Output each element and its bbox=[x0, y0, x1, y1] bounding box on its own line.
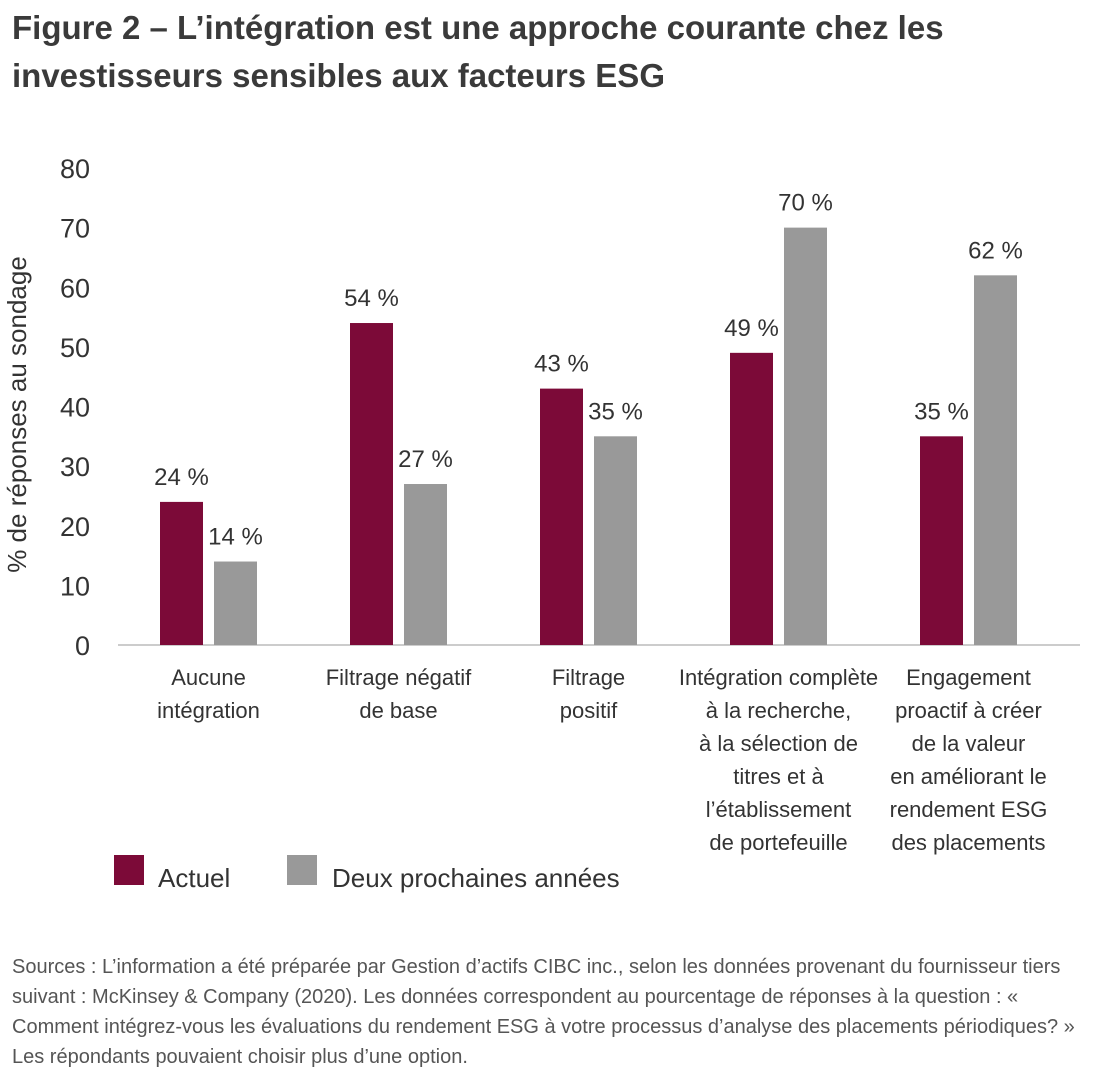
sources-note: Sources : L’information a été préparée p… bbox=[12, 956, 1075, 1068]
y-tick-label: 60 bbox=[60, 273, 90, 303]
bar-actuel bbox=[730, 352, 773, 645]
data-label: 14 % bbox=[208, 524, 263, 551]
bar-deux-prochaines-annees bbox=[214, 561, 257, 645]
data-label: 35 % bbox=[588, 398, 643, 425]
y-tick-label: 80 bbox=[60, 154, 90, 184]
legend-label: Deux prochaines années bbox=[332, 863, 620, 893]
legend-swatch bbox=[287, 855, 317, 885]
bar-deux-prochaines-annees bbox=[594, 436, 637, 645]
y-tick-label: 30 bbox=[60, 452, 90, 482]
data-label: 27 % bbox=[398, 446, 453, 473]
x-category-label: des placements bbox=[891, 830, 1045, 855]
data-label: 35 % bbox=[914, 398, 969, 425]
x-category-label: Filtrage négatif bbox=[326, 665, 472, 690]
x-category-label: intégration bbox=[157, 698, 260, 723]
x-category-label: en améliorant le bbox=[890, 764, 1047, 789]
data-label: 43 % bbox=[534, 351, 589, 378]
x-category-label: rendement ESG bbox=[890, 797, 1048, 822]
data-label: 62 % bbox=[968, 237, 1023, 264]
y-tick-label: 70 bbox=[60, 214, 90, 244]
bar-deux-prochaines-annees bbox=[974, 275, 1017, 645]
x-category-label: de la valeur bbox=[912, 731, 1026, 756]
x-category-label: proactif à créer bbox=[895, 698, 1042, 723]
x-category-label: à la sélection de bbox=[699, 731, 858, 756]
x-category-label: titres et à bbox=[733, 764, 824, 789]
y-tick-label: 50 bbox=[60, 333, 90, 363]
chart-title: Figure 2 – L’intégration est une approch… bbox=[12, 9, 944, 94]
x-category-label: Filtrage bbox=[552, 665, 625, 690]
bar-chart: 0 10 20 30 40 50 60 70 80 % de réponses au sondag… bbox=[2, 154, 1080, 893]
y-tick-label: 0 bbox=[75, 631, 90, 661]
bar-actuel bbox=[350, 323, 393, 645]
bar-actuel bbox=[920, 436, 963, 645]
y-axis-label: % de réponses au sondage bbox=[2, 256, 32, 573]
y-tick-label: 10 bbox=[60, 571, 90, 601]
x-category-label: à la recherche, bbox=[706, 698, 852, 723]
bar-deux-prochaines-annees bbox=[784, 227, 827, 645]
bar-actuel bbox=[160, 501, 203, 645]
x-category-label: de base bbox=[359, 698, 437, 723]
y-tick-label: 20 bbox=[60, 512, 90, 542]
x-category-label: positif bbox=[560, 698, 618, 723]
x-category-label: de portefeuille bbox=[709, 830, 847, 855]
data-label: 24 % bbox=[154, 464, 209, 491]
bar-deux-prochaines-annees bbox=[404, 484, 447, 645]
y-tick-label: 40 bbox=[60, 393, 90, 423]
x-category-label: l’établissement bbox=[706, 797, 852, 822]
data-label: 70 % bbox=[778, 190, 833, 217]
x-category-label: Aucune bbox=[171, 665, 246, 690]
legend-label: Actuel bbox=[158, 863, 230, 893]
bar-actuel bbox=[540, 388, 583, 645]
x-category-label: Intégration complète bbox=[679, 665, 878, 690]
legend-swatch bbox=[114, 855, 144, 885]
data-label: 49 % bbox=[724, 315, 779, 342]
data-label: 54 % bbox=[344, 285, 399, 312]
x-category-label: Engagement bbox=[906, 665, 1031, 690]
